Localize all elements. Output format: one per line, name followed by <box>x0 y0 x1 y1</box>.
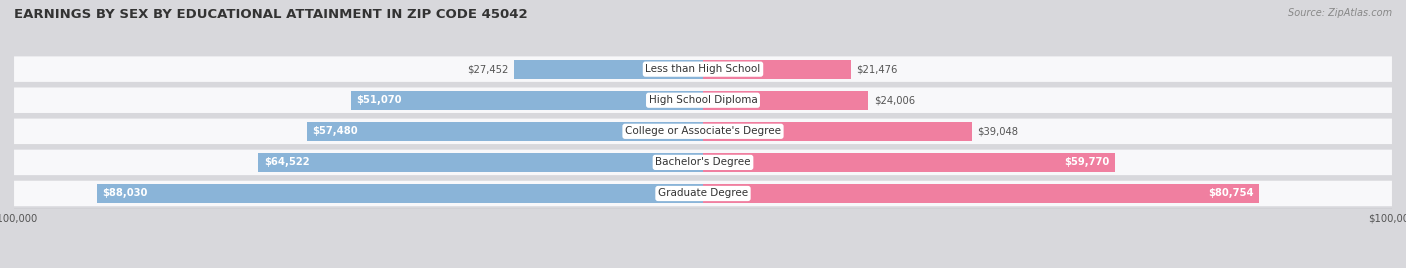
Bar <box>97 184 703 203</box>
Text: Bachelor's Degree: Bachelor's Degree <box>655 157 751 168</box>
Bar <box>703 153 1115 172</box>
FancyBboxPatch shape <box>14 150 1392 175</box>
Bar <box>307 122 703 141</box>
Text: $51,070: $51,070 <box>357 95 402 105</box>
Text: $57,480: $57,480 <box>312 126 359 136</box>
Text: $64,522: $64,522 <box>264 157 309 168</box>
Text: Source: ZipAtlas.com: Source: ZipAtlas.com <box>1288 8 1392 18</box>
Bar <box>703 122 972 141</box>
Text: $80,754: $80,754 <box>1208 188 1254 199</box>
Bar <box>703 59 851 79</box>
FancyBboxPatch shape <box>14 181 1392 206</box>
Text: $88,030: $88,030 <box>103 188 148 199</box>
Bar <box>703 91 869 110</box>
Bar <box>513 59 703 79</box>
Text: $24,006: $24,006 <box>875 95 915 105</box>
Bar <box>259 153 703 172</box>
Text: Graduate Degree: Graduate Degree <box>658 188 748 199</box>
FancyBboxPatch shape <box>14 87 1392 113</box>
FancyBboxPatch shape <box>14 118 1392 144</box>
Text: $21,476: $21,476 <box>856 64 898 74</box>
Text: EARNINGS BY SEX BY EDUCATIONAL ATTAINMENT IN ZIP CODE 45042: EARNINGS BY SEX BY EDUCATIONAL ATTAINMEN… <box>14 8 527 21</box>
FancyBboxPatch shape <box>14 56 1392 82</box>
Bar <box>703 184 1260 203</box>
Text: $39,048: $39,048 <box>977 126 1018 136</box>
Text: $27,452: $27,452 <box>467 64 509 74</box>
Text: College or Associate's Degree: College or Associate's Degree <box>626 126 780 136</box>
Text: Less than High School: Less than High School <box>645 64 761 74</box>
Text: High School Diploma: High School Diploma <box>648 95 758 105</box>
Bar <box>352 91 703 110</box>
Text: $59,770: $59,770 <box>1064 157 1109 168</box>
